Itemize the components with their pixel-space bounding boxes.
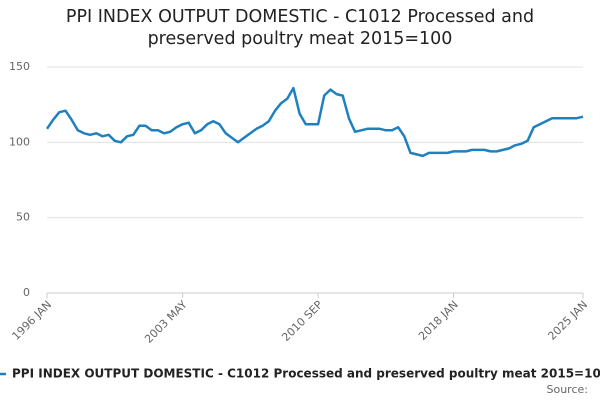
chart-title: PPI INDEX OUTPUT DOMESTIC - C1012 Proces… [65,7,535,49]
y-tick-label: 50 [16,211,30,224]
x-tick-label: 2025 JAN [545,298,590,343]
x-tick-label: 2003 MAY [142,298,190,346]
x-tick-label: 2010 SEP [279,298,325,344]
x-tick-label: 1996 JAN [9,298,54,343]
series-line [45,86,584,158]
y-tick-label: 100 [9,135,30,148]
x-tick-label: 2018 JAN [416,298,461,343]
legend-label: PPI INDEX OUTPUT DOMESTIC - C1012 Proces… [12,367,600,381]
source: Source: [547,383,589,396]
y-tick-label: 150 [9,60,30,73]
y-tick-label: 0 [23,286,30,299]
